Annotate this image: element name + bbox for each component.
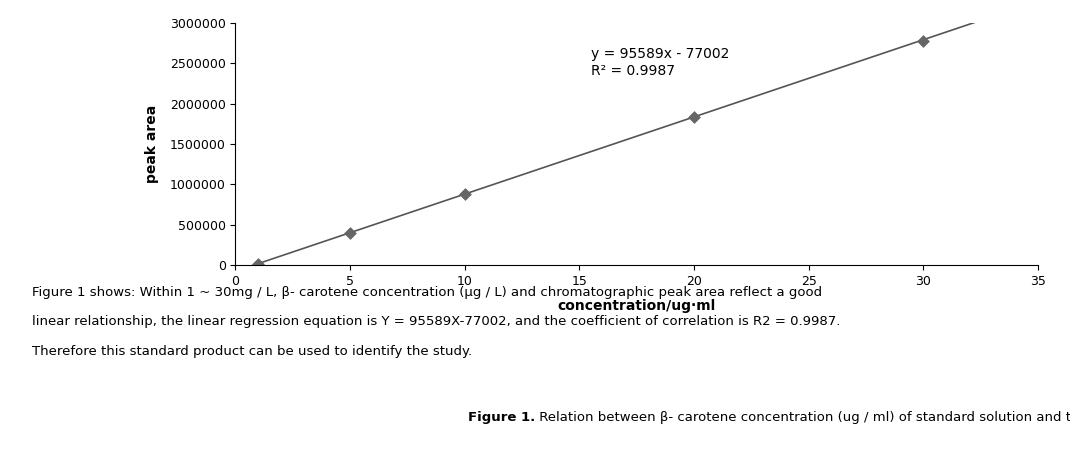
Point — [686, 113, 703, 121]
Text: linear relationship, the linear regression equation is Y = 95589X-77002, and the: linear relationship, the linear regressi… — [32, 315, 840, 328]
Point — [341, 229, 358, 236]
X-axis label: concentration/ug·ml: concentration/ug·ml — [557, 299, 716, 313]
Point — [456, 191, 473, 198]
Text: R² = 0.9987: R² = 0.9987 — [591, 64, 675, 78]
Text: Therefore this standard product can be used to identify the study.: Therefore this standard product can be u… — [32, 345, 472, 358]
Point — [915, 37, 932, 44]
Text: Figure 1 shows: Within 1 ~ 30mg / L, β- carotene concentration (μg / L) and chro: Figure 1 shows: Within 1 ~ 30mg / L, β- … — [32, 286, 822, 298]
Point — [249, 260, 266, 267]
Text: Relation between β- carotene concentration (ug / ml) of standard solution and th: Relation between β- carotene concentrati… — [535, 411, 1070, 424]
Y-axis label: peak area: peak area — [144, 105, 158, 183]
Text: Figure 1.: Figure 1. — [468, 411, 535, 424]
Text: y = 95589x - 77002: y = 95589x - 77002 — [591, 47, 729, 60]
